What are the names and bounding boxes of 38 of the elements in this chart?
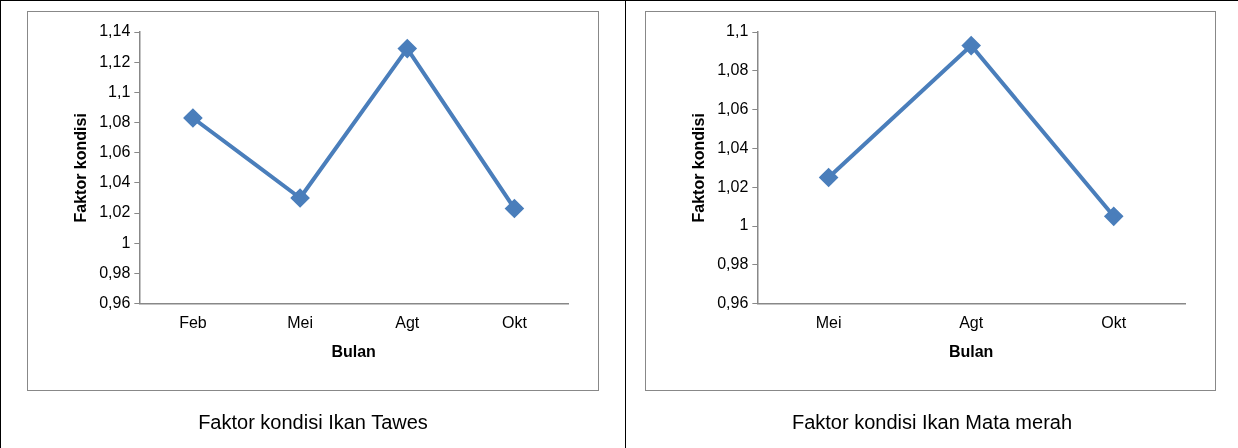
y-tick-label: 1,04	[717, 138, 749, 156]
y-tick-label: 1,1	[108, 82, 131, 100]
point	[183, 109, 202, 128]
y-axis-title: Faktor kondisi	[690, 113, 708, 223]
y-tick-label: 1,04	[99, 173, 131, 191]
y-tick-label: 1,1	[726, 22, 749, 40]
y-tick-label: 0,98	[717, 255, 749, 273]
y-axis-title: Faktor kondisi	[72, 113, 90, 223]
x-tick-label: Mei	[815, 313, 842, 331]
y-tick-label: 0,98	[99, 263, 131, 281]
point	[398, 39, 417, 58]
point	[819, 168, 838, 187]
y-tick-label: 1,06	[99, 143, 131, 161]
y-tick-label: 1,08	[717, 61, 749, 79]
y-tick-label: 1,14	[99, 22, 131, 40]
point	[291, 188, 310, 207]
point	[1104, 207, 1123, 226]
x-tick-label: Okt	[501, 313, 528, 331]
point	[505, 199, 524, 218]
x-tick-label: Mei	[287, 313, 313, 331]
y-tick-label: 0,96	[717, 294, 749, 312]
x-axis-title: Bulan	[948, 342, 994, 360]
x-tick-label: Agt	[395, 313, 420, 331]
y-tick-label: 0,96	[99, 294, 131, 312]
y-tick-label: 1,06	[717, 100, 749, 118]
text: Faktor kondisi Ikan Mata merah	[790, 411, 1074, 434]
y-tick-label: 1,08	[99, 112, 131, 130]
y-tick-label: 1	[739, 216, 749, 234]
y-tick-label: 1,12	[99, 52, 131, 70]
point	[962, 36, 981, 55]
y-tick-label: 1,02	[99, 203, 131, 221]
y-tick-label: 1	[121, 233, 131, 251]
x-tick-label: Agt	[959, 313, 984, 331]
x-tick-label: Feb	[179, 313, 207, 331]
x-axis-title: Bulan	[331, 342, 376, 360]
x-tick-label: Okt	[1101, 313, 1127, 331]
y-tick-label: 1,02	[717, 177, 749, 195]
text: Faktor kondisi Ikan Tawes	[197, 411, 429, 434]
